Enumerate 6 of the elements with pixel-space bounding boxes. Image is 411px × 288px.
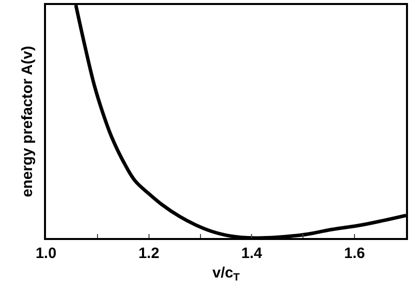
x-tick-label: 1.0 (36, 245, 56, 262)
x-tick-label: 1.6 (344, 245, 365, 262)
x-axis-title: v/c$_{T}$ (212, 264, 240, 284)
y-axis-title: energy prefactor A(v) (18, 46, 36, 198)
x-tick-label: 1.2 (138, 245, 160, 262)
x-tick-label: 1.4 (241, 245, 263, 262)
